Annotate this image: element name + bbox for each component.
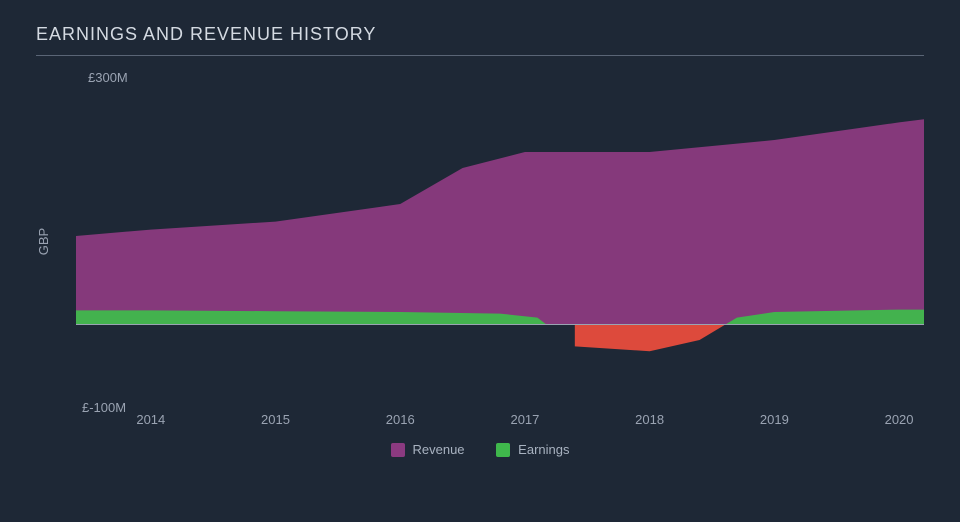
- x-tick-label: 2016: [386, 412, 415, 427]
- zero-line: [76, 324, 924, 325]
- chart-container: EARNINGS AND REVENUE HISTORY £300M £-100…: [0, 0, 960, 464]
- x-tick-label: 2014: [136, 412, 165, 427]
- legend-item-revenue: Revenue: [391, 442, 465, 457]
- x-tick-label: 2015: [261, 412, 290, 427]
- chart-area: £300M £-100M GBP 20142015201620172018201…: [36, 64, 924, 464]
- earnings-swatch-icon: [496, 443, 510, 457]
- revenue-swatch-icon: [391, 443, 405, 457]
- x-tick-label: 2019: [760, 412, 789, 427]
- y-tick-top: £300M: [88, 70, 128, 85]
- x-axis-labels: 2014 2015 2016 2017 2018 2019 2020: [76, 412, 924, 432]
- plot-svg: [76, 84, 924, 404]
- legend-label-revenue: Revenue: [413, 442, 465, 457]
- x-tick-label: 2020: [885, 412, 914, 427]
- chart-title: EARNINGS AND REVENUE HISTORY: [36, 24, 924, 56]
- legend: Revenue Earnings: [36, 442, 924, 460]
- legend-item-earnings: Earnings: [496, 442, 569, 457]
- plot-area: [76, 84, 924, 404]
- legend-label-earnings: Earnings: [518, 442, 569, 457]
- y-axis-label: GBP: [36, 228, 51, 255]
- x-tick-label: 2018: [635, 412, 664, 427]
- x-tick-label: 2017: [510, 412, 539, 427]
